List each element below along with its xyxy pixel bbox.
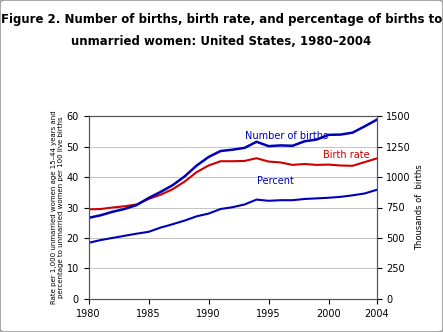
Text: Figure 2. Number of births, birth rate, and percentage of births to: Figure 2. Number of births, birth rate, …: [1, 13, 442, 26]
Text: Number of births: Number of births: [245, 131, 328, 141]
Y-axis label: Thousands of  births: Thousands of births: [415, 165, 424, 250]
Text: Birth rate: Birth rate: [323, 150, 369, 160]
Y-axis label: Rate per 1,000 unmarried women age 15–44 years and
percentage to unmarried women: Rate per 1,000 unmarried women age 15–44…: [51, 111, 64, 304]
Text: unmarried women: United States, 1980–2004: unmarried women: United States, 1980–200…: [71, 35, 372, 48]
Text: Percent: Percent: [256, 176, 293, 186]
